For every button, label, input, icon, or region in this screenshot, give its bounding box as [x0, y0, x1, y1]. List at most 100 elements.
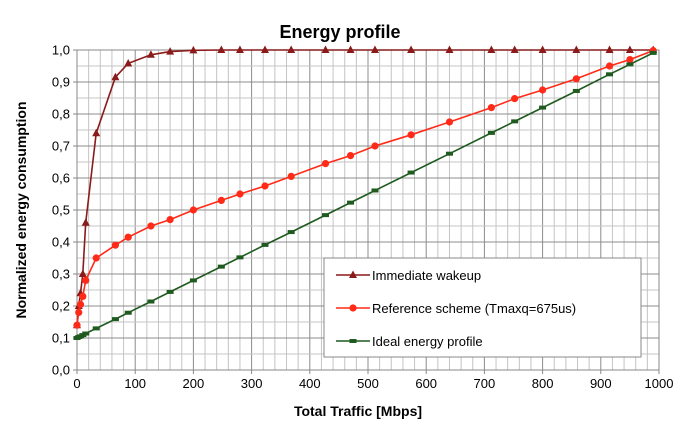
square-series-point [189, 278, 197, 283]
legend-triangle-marker [349, 270, 357, 278]
x-tick-label: 800 [532, 376, 554, 391]
triangle-series-point [260, 45, 269, 53]
triangle-series-point [146, 50, 155, 58]
x-tick-label: 300 [241, 376, 263, 391]
circle-series-point [321, 160, 330, 168]
square-series-point [407, 170, 415, 175]
y-tick-label: 0,2 [52, 299, 70, 314]
square-series-point [572, 88, 580, 93]
circle-series-point [147, 222, 155, 230]
y-tick-label: 0,0 [52, 363, 70, 378]
axis-ticks: 0 100 200 300 400 500 600 700 800 900 1000 0,0 0,1 0,… [52, 43, 674, 392]
triangle-series-point [510, 45, 519, 53]
triangle-series-point [217, 45, 226, 53]
triangle-series-point [487, 45, 496, 53]
triangle-series-point [605, 45, 614, 53]
x-tick-label: 600 [415, 376, 437, 391]
x-tick-label: 700 [474, 376, 496, 391]
triangle-series-point [78, 269, 87, 277]
series-layer [73, 45, 658, 340]
y-tick-label: 0,6 [52, 171, 70, 186]
triangle-series-point [346, 45, 355, 53]
circle-series-point [407, 131, 415, 139]
square-series-point [539, 105, 547, 110]
triangle-series-point [166, 47, 175, 55]
circle-series-point [111, 241, 120, 249]
legend-circle-marker [349, 304, 357, 312]
x-axis-title: Total Traffic [Mbps] [294, 403, 422, 419]
square-series-point [649, 50, 657, 55]
y-tick-label: 1,0 [52, 43, 70, 58]
circle-series-point [287, 172, 295, 180]
circle-series-point [605, 62, 614, 70]
circle-series-point [92, 254, 100, 262]
square-series-point [511, 119, 519, 124]
square-series-point [287, 230, 295, 235]
square-series [73, 50, 657, 340]
circle-series-point [79, 292, 87, 300]
square-series-point [347, 200, 355, 205]
legend-square-marker [349, 339, 357, 343]
y-tick-label: 0,8 [52, 107, 70, 122]
circle-series-point [82, 276, 90, 284]
circle-series-point [487, 104, 495, 112]
triangle-series-point [81, 218, 90, 226]
y-tick-label: 0,1 [52, 331, 70, 346]
y-axis-title: Normalized energy consumption [13, 101, 29, 318]
square-series-point [445, 151, 453, 156]
triangle-series-point [124, 58, 133, 67]
x-tick-label: 100 [124, 376, 146, 391]
triangle-series-point [370, 45, 379, 53]
circle-series-point [261, 182, 269, 190]
square-series-point [371, 188, 379, 193]
circle-series-point [539, 86, 547, 94]
square-series-point [82, 331, 90, 336]
triangle-series-point [321, 45, 330, 53]
square-series-point [487, 130, 495, 135]
y-tick-label: 0,9 [52, 75, 70, 90]
circle-series-point [189, 206, 197, 214]
chart-title: Energy profile [279, 22, 400, 42]
square-series-point [626, 62, 634, 67]
legend-square-label: Ideal energy profile [372, 334, 483, 349]
triangle-series-point [538, 45, 547, 53]
x-tick-label: 500 [357, 376, 379, 391]
triangle-series-point [572, 45, 581, 53]
x-tick-label: 900 [590, 376, 612, 391]
circle-series-point [73, 321, 81, 329]
square-series-point [147, 299, 155, 304]
square-series-point [111, 317, 119, 322]
x-tick-label: 400 [299, 376, 321, 391]
circle-series-point [572, 75, 580, 83]
circle-series-point [346, 152, 355, 160]
y-tick-label: 0,5 [52, 203, 70, 218]
square-series-point [166, 289, 174, 294]
square-series-point [236, 255, 244, 260]
triangle-series-point [189, 45, 198, 54]
circle-series-point [236, 190, 244, 198]
square-series-point [92, 326, 100, 331]
legend-triangle-label: Immediate wakeup [372, 268, 481, 283]
triangle-series-point [92, 128, 101, 137]
legend-circle-label: Reference scheme (Tmaxq=675us) [372, 301, 576, 316]
triangle-series-point [287, 45, 296, 53]
triangle-series-point [235, 45, 244, 53]
circle-series-point [445, 118, 454, 126]
circle-series-point [511, 95, 519, 103]
circle-series-point [217, 196, 225, 204]
y-tick-label: 0,4 [52, 235, 70, 250]
circle-series-point [166, 216, 174, 224]
triangle-series-point [111, 72, 120, 81]
circle-series-point [75, 308, 83, 316]
square-series-point [606, 72, 614, 77]
legend: Immediate wakeup Reference scheme (Tmaxq=… [323, 257, 642, 358]
square-series-point [217, 264, 225, 269]
square-series-point [261, 242, 269, 247]
legend-box [323, 257, 642, 358]
x-tick-label: 0 [73, 376, 80, 391]
circle-series-point [371, 142, 379, 150]
circle-series-point [124, 233, 132, 241]
triangle-series-point [407, 45, 416, 53]
